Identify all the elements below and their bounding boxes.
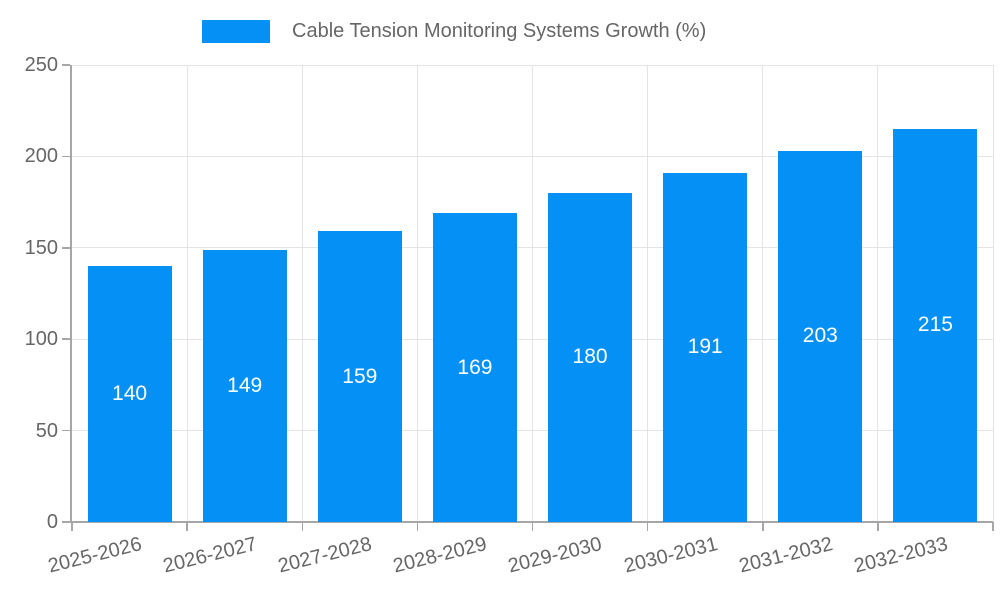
bar-value-label: 169 (457, 355, 493, 379)
x-axis-label: 2028-2029 (391, 533, 490, 578)
v-gridline (416, 65, 418, 522)
bar-value-label: 149 (227, 373, 263, 397)
x-tick-mark (877, 522, 879, 531)
y-axis-label: 150 (24, 236, 58, 259)
y-tick-mark (62, 429, 70, 432)
v-gridline (301, 65, 303, 522)
x-tick-mark (416, 522, 419, 531)
y-axis-label: 250 (24, 54, 58, 76)
x-axis-label: 2029-2030 (506, 533, 605, 578)
bar-value-label: 203 (802, 324, 838, 348)
bar-value-label: 140 (112, 382, 148, 406)
x-tick-mark (531, 522, 534, 531)
bar-value-label: 180 (572, 345, 608, 369)
v-gridline (762, 65, 764, 522)
chart-legend[interactable]: Cable Tension Monitoring Systems Growth … (202, 20, 706, 43)
bar-value-label: 215 (917, 313, 953, 337)
y-tick-mark (62, 338, 70, 340)
y-tick-mark (62, 64, 70, 66)
bar-2026-2027[interactable]: 149 (202, 249, 287, 522)
bar-2025-2026[interactable]: 140 (87, 266, 172, 522)
bar-2031-2032[interactable]: 203 (778, 150, 863, 522)
v-gridline (877, 65, 879, 522)
v-gridline (647, 65, 649, 522)
bar-2028-2029[interactable]: 169 (432, 213, 517, 522)
v-gridline (186, 65, 188, 522)
x-tick-mark (646, 522, 649, 531)
legend-swatch-icon (202, 20, 270, 43)
x-axis-line (70, 521, 993, 523)
y-axis-label: 200 (24, 145, 58, 168)
x-axis-label: 2025-2026 (45, 533, 144, 578)
y-axis-label: 0 (46, 511, 58, 533)
x-axis-label: 2030-2031 (621, 533, 720, 578)
bar-2029-2030[interactable]: 180 (548, 192, 633, 522)
v-gridline (992, 65, 994, 522)
y-axis-label: 50 (35, 419, 58, 442)
x-tick-mark (762, 522, 764, 531)
bar-2030-2031[interactable]: 191 (663, 172, 748, 522)
v-gridline (532, 65, 533, 522)
x-tick-mark (992, 522, 994, 531)
bar-2032-2033[interactable]: 215 (893, 128, 978, 522)
bar-value-label: 191 (687, 335, 723, 359)
y-tick-mark (62, 247, 70, 249)
x-tick-mark (301, 522, 303, 531)
x-tick-mark (186, 522, 188, 531)
y-axis-label: 100 (24, 328, 58, 351)
x-axis-label: 2026-2027 (160, 533, 260, 578)
y-tick-mark (62, 155, 70, 158)
x-axis-label: 2032-2033 (851, 533, 950, 578)
y-tick-mark (62, 521, 70, 523)
bar-value-label: 159 (342, 364, 378, 388)
legend-label: Cable Tension Monitoring Systems Growth … (292, 20, 707, 42)
x-axis-label: 2027-2028 (275, 533, 375, 578)
x-axis-label: 2031-2032 (736, 533, 835, 578)
y-axis-line (70, 65, 72, 522)
bar-2027-2028[interactable]: 159 (317, 231, 402, 522)
x-tick-mark (71, 522, 73, 531)
